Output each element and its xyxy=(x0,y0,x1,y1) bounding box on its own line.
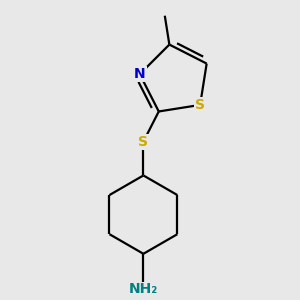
Text: S: S xyxy=(138,135,148,148)
Text: NH₂: NH₂ xyxy=(129,282,158,296)
Text: N: N xyxy=(134,67,146,81)
Text: S: S xyxy=(195,98,205,112)
